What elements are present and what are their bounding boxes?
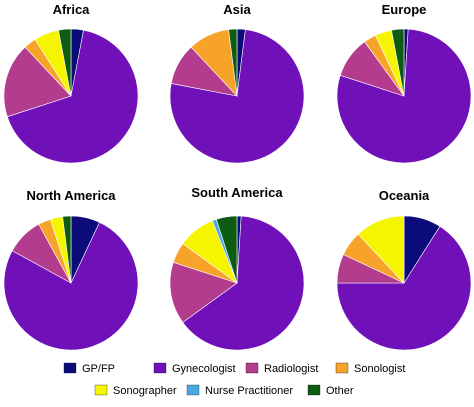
legend-swatch xyxy=(335,362,349,374)
pie-slice-other xyxy=(58,28,72,97)
pie-asia: Asia xyxy=(169,2,305,164)
legend-label: Radiologist xyxy=(264,363,318,375)
pie-slice-other xyxy=(228,28,238,97)
pie-slice-gynecologist xyxy=(182,215,305,351)
legend-label: Gynecologist xyxy=(172,363,236,375)
pie-title: Africa xyxy=(53,2,91,17)
pie-slice-other xyxy=(215,215,238,284)
pie-title: Asia xyxy=(223,2,251,17)
legend-label: Nurse Practitioner xyxy=(205,385,293,397)
pie-slice-radiologist xyxy=(169,261,238,323)
legend-item-gp-fp: GP/FP xyxy=(63,362,115,375)
legend-swatch xyxy=(153,362,167,374)
pie-north-america: North America xyxy=(3,188,139,351)
pie-south-america: South America xyxy=(169,185,305,351)
pie-title: Europe xyxy=(382,2,427,17)
pie-slice-sonographer xyxy=(357,215,405,284)
pie-slice-other xyxy=(391,28,405,97)
legend-swatch xyxy=(245,362,259,374)
legend-swatch xyxy=(63,362,77,374)
legend-item-gynecologist: Gynecologist xyxy=(153,362,236,375)
pie-oceania: Oceania xyxy=(336,188,472,351)
pie-slice-gynecologist xyxy=(336,226,472,351)
legend-swatch xyxy=(307,384,321,396)
pie-africa: Africa xyxy=(3,2,139,164)
pie-slice-gynecologist xyxy=(3,221,139,351)
legend-label: Sonologist xyxy=(354,363,405,375)
pie-slice-other xyxy=(62,215,72,284)
legend-label: Other xyxy=(326,385,354,397)
pie-title: Oceania xyxy=(379,188,430,203)
legend-swatch xyxy=(186,384,200,396)
legend: GP/FP Gynecologist Radiologist Sonologist So… xyxy=(63,362,405,397)
legend-item-other: Other xyxy=(307,384,354,397)
legend-swatch xyxy=(94,384,108,396)
legend-item-radiologist: Radiologist xyxy=(245,362,318,375)
pie-title: North America xyxy=(26,188,116,203)
legend-item-nurse-practitioner: Nurse Practitioner xyxy=(186,384,293,397)
pie-europe: Europe xyxy=(336,2,472,164)
pie-slice-radiologist xyxy=(3,46,72,118)
legend-item-sonographer: Sonographer xyxy=(94,384,177,397)
legend-item-sonologist: Sonologist xyxy=(335,362,405,375)
pie-title: South America xyxy=(191,185,283,200)
pie-slice-gynecologist xyxy=(6,29,139,164)
legend-label: GP/FP xyxy=(82,363,115,375)
legend-label: Sonographer xyxy=(113,385,177,397)
